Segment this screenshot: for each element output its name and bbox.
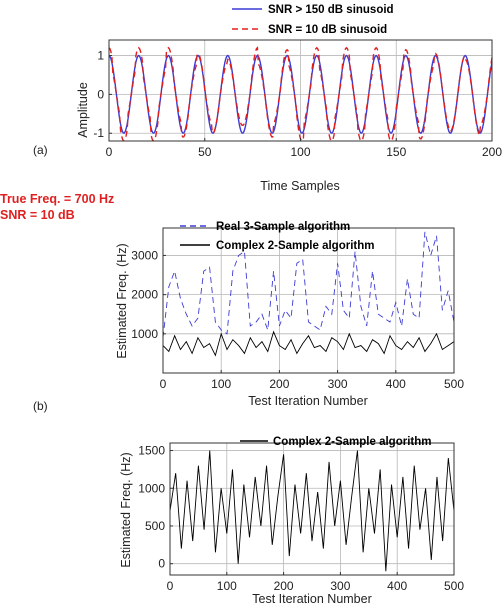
annotation-snr: SNR = 10 dB <box>0 208 75 222</box>
chart-b-series-1-line <box>162 330 455 357</box>
chart-a-ytick-label-1: 0 <box>97 87 104 101</box>
chart-c-ytick-label-2: 1000 <box>138 481 165 495</box>
chart-a-ytick-label-2: 1 <box>97 49 104 63</box>
chart-b-panel-label: (b) <box>33 399 48 413</box>
chart-b-xtick-label-5: 500 <box>444 377 464 391</box>
chart-b-ytick-label-2: 3000 <box>131 248 158 262</box>
chart-b-xtick-label-4: 400 <box>386 377 406 391</box>
chart-c-xlabel: Test Iteration Number <box>252 592 372 606</box>
chart-c: 0 100 200 300 400 500 0 500 1000 1500 Test Itera… <box>119 436 464 606</box>
chart-c-xticks: 0 100 200 300 400 500 <box>167 572 464 593</box>
chart-a-xtick-label-1: 50 <box>198 145 212 159</box>
chart-b-xtick-label-0: 0 <box>160 377 167 391</box>
chart-a-panel-label: (a) <box>33 143 48 157</box>
chart-b-legend-label-2: Complex 2-Sample algorithm <box>216 240 374 252</box>
chart-a-ytick-label-0: -1 <box>93 126 104 140</box>
chart-a-xtick-label-3: 150 <box>386 145 406 159</box>
chart-c-xtick-label-4: 400 <box>387 579 407 593</box>
chart-a-xtick-label-4: 200 <box>482 145 502 159</box>
chart-a: 0 50 100 150 200 -101 Time Samples Amplitude… <box>33 4 502 193</box>
chart-c-series-0-line <box>169 450 455 572</box>
chart-b-ytick-label-0: 1000 <box>131 327 158 341</box>
chart-b-ylabel: Estimated Freq. (Hz) <box>115 243 129 358</box>
chart-a-xtick-label-2: 100 <box>290 145 310 159</box>
chart-b-legend: Real 3-Sample algorithm Complex 2-Sample… <box>180 221 374 252</box>
annotation-true-freq: True Freq. = 700 Hz <box>0 192 114 206</box>
chart-b-series <box>162 231 455 357</box>
chart-c-frame <box>169 442 455 576</box>
chart-c-xtick-label-3: 300 <box>330 579 350 593</box>
chart-c-xtick-label-0: 0 <box>167 579 174 593</box>
chart-b-legend-label-1: Real 3-Sample algorithm <box>216 221 350 233</box>
chart-c-series <box>169 450 455 572</box>
chart-b-xlabel: Test Iteration Number <box>248 394 368 408</box>
chart-a-xtick-label-0: 0 <box>106 145 113 159</box>
chart-b: 0 100 200 300 400 500 1000 2000 3000 Test Itera… <box>33 221 464 413</box>
chart-a-legend-label-1: SNR > 150 dB sinusoid <box>268 4 394 16</box>
chart-c-plot-area <box>170 443 454 575</box>
chart-b-xticks: 0 100 200 300 400 500 <box>160 370 464 391</box>
chart-b-ytick-label-1: 2000 <box>131 288 158 302</box>
chart-c-xtick-label-1: 100 <box>217 579 237 593</box>
chart-a-ylabel: Amplitude <box>76 82 90 138</box>
chart-b-frame <box>162 227 455 374</box>
chart-a-legend: SNR > 150 dB sinusoid SNR = 10 dB sinuso… <box>232 4 394 36</box>
chart-b-xtick-label-1: 100 <box>211 377 231 391</box>
chart-a-legend-label-2: SNR = 10 dB sinusoid <box>268 24 387 36</box>
chart-b-yticks: 1000 2000 3000 <box>131 248 166 341</box>
chart-c-legend-label-1: Complex 2-Sample algorithm <box>273 436 431 448</box>
chart-c-yticks: 0 500 1000 1500 <box>138 444 173 571</box>
chart-c-ytick-label-1: 500 <box>145 519 165 533</box>
chart-a-yticks: -1 0 1 <box>93 49 112 140</box>
chart-a-xticks: 0 50 100 150 200 <box>106 138 502 159</box>
chart-c-ytick-label-0: 0 <box>158 557 165 571</box>
chart-b-xtick-label-2: 200 <box>269 377 289 391</box>
chart-b-xtick-label-3: 300 <box>328 377 348 391</box>
chart-c-xtick-label-2: 200 <box>274 579 294 593</box>
chart-c-xtick-label-5: 500 <box>444 579 464 593</box>
chart-b-series-0-line <box>162 231 455 338</box>
chart-c-ytick-label-3: 1500 <box>138 444 165 458</box>
chart-c-ylabel: Estimated Freq. (Hz) <box>119 452 133 567</box>
chart-a-xlabel: Time Samples <box>260 179 339 193</box>
chart-c-legend: Complex 2-Sample algorithm <box>240 436 431 448</box>
chart-b-plot-area <box>163 228 454 373</box>
